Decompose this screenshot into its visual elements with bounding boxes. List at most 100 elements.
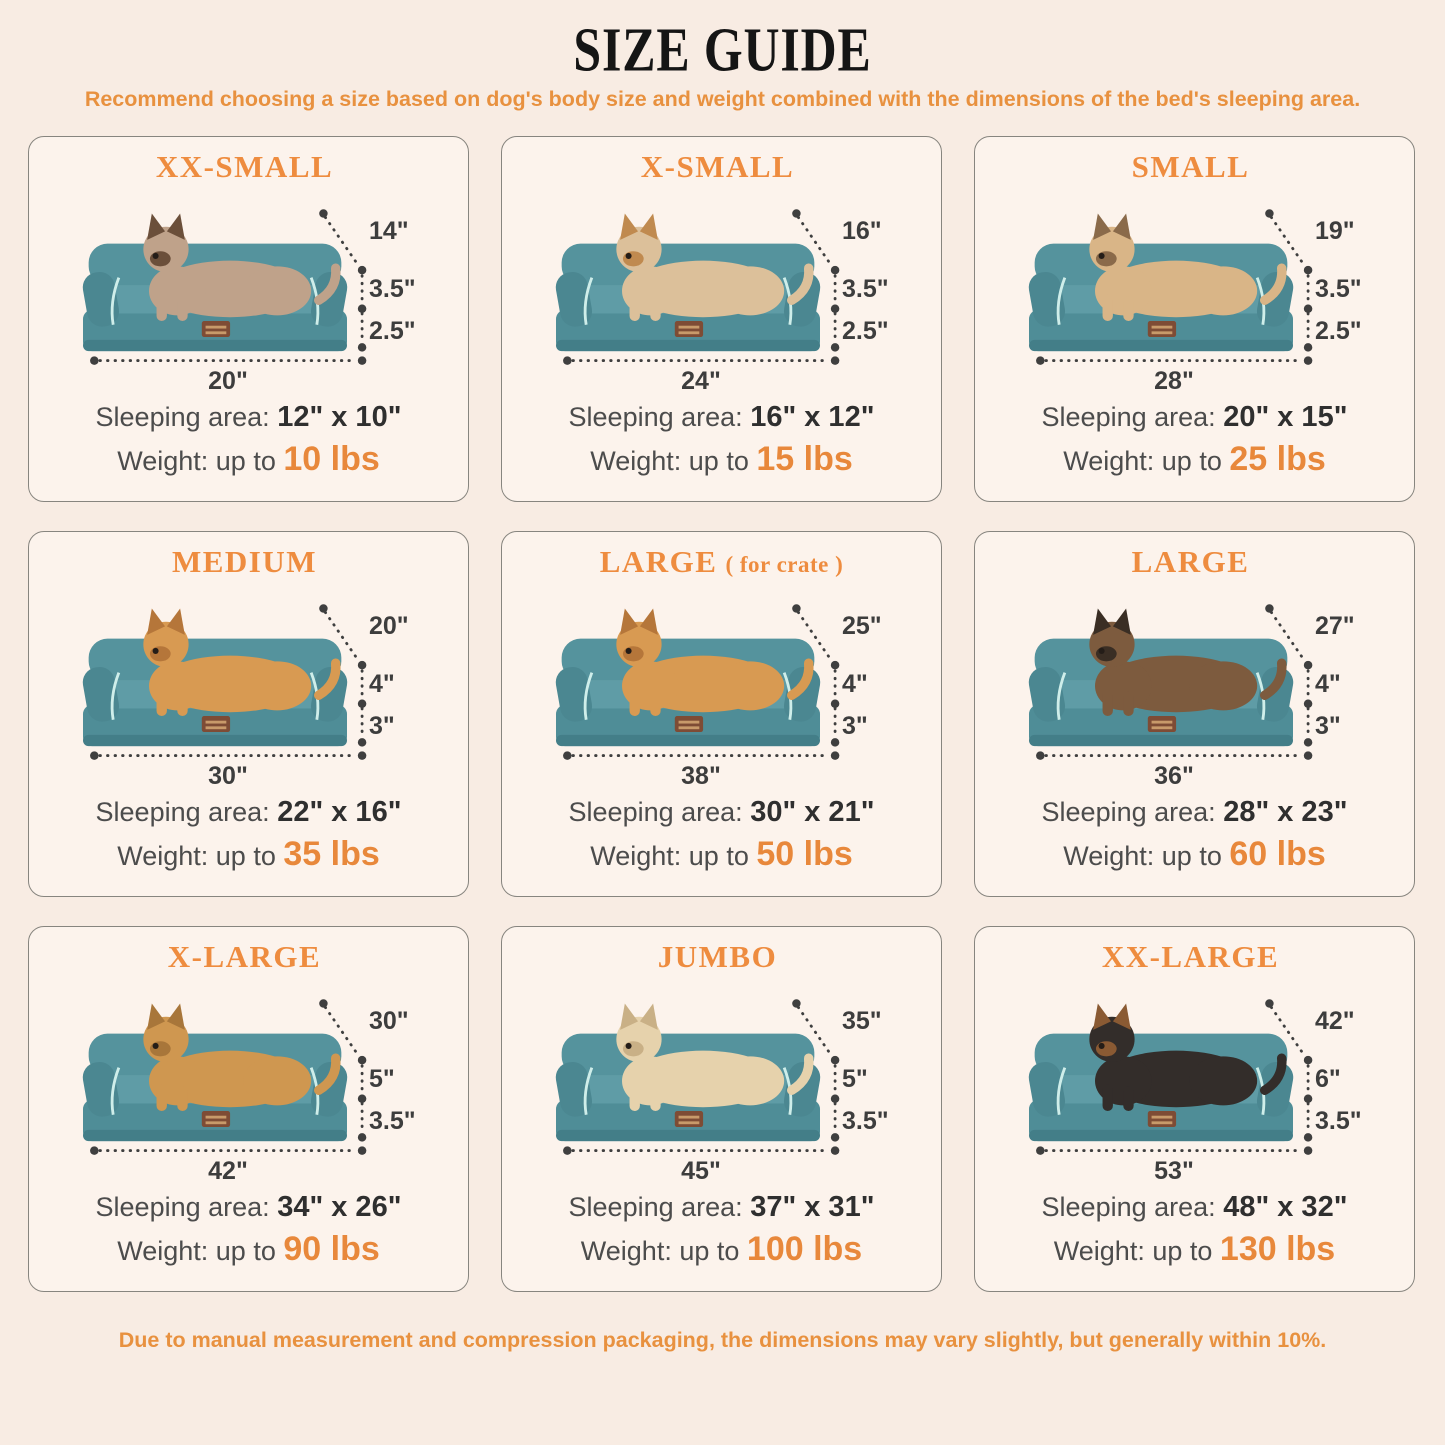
size-card-x-large: X-LARGE 30" 5" 3.5" 42" Sleeping area: 3… [28, 926, 469, 1292]
weight-label: Weight: up to [590, 446, 749, 476]
card-title-text: X-LARGE [167, 939, 322, 974]
sleeping-area-value: 30" x 21" [750, 796, 875, 828]
weight-line: Weight: up to 100 lbs [512, 1230, 931, 1269]
card-title-text: JUMBO [657, 939, 778, 974]
bed-dimension-diagram: 19" 3.5" 2.5" 28" [985, 187, 1404, 399]
dim-length-label: 35" [842, 1007, 882, 1035]
weight-label: Weight: up to [117, 446, 276, 476]
card-title-text: X-SMALL [640, 149, 795, 184]
dim-base-height-label: 2.5" [369, 317, 416, 345]
page-subtitle: Recommend choosing a size based on dog's… [84, 87, 1361, 111]
size-card-large-for-crate: LARGE ( for crate ) 25" 4" 3" 38" Sleepin… [501, 531, 942, 897]
sleeping-area-value: 12" x 10" [277, 401, 402, 433]
sleeping-area-value: 20" x 15" [1223, 401, 1348, 433]
size-card-jumbo: JUMBO 35" 5" 3.5" 45" Sleeping area: 37"… [501, 926, 942, 1292]
bed-illustration-labrador [518, 979, 858, 1177]
dim-base-height-label: 3.5" [842, 1107, 889, 1135]
sleeping-area-label: Sleeping area: [568, 1192, 743, 1222]
weight-label: Weight: up to [1053, 1236, 1213, 1266]
dim-length-label: 16" [842, 217, 882, 245]
weight-label: Weight: up to [117, 1236, 276, 1266]
dim-base-height-label: 3" [369, 712, 395, 740]
sleeping-area-label: Sleeping area: [1041, 797, 1216, 827]
card-title-text: LARGE [599, 544, 718, 579]
footer-note: Due to manual measurement and compressio… [118, 1328, 1327, 1352]
dim-width-label: 24" [681, 367, 721, 395]
weight-line: Weight: up to 60 lbs [985, 835, 1404, 874]
card-title: MEDIUM [39, 544, 458, 580]
weight-line: Weight: up to 130 lbs [985, 1230, 1404, 1269]
dim-length-label: 20" [369, 612, 409, 640]
card-title-text: MEDIUM [171, 544, 318, 579]
bed-dimension-diagram: 16" 3.5" 2.5" 24" [512, 187, 931, 399]
sleeping-area-line: Sleeping area: 34" x 26" [39, 1191, 458, 1224]
dim-length-label: 30" [369, 1007, 409, 1035]
dim-length-label: 19" [1315, 217, 1355, 245]
bed-dimension-diagram: 27" 4" 3" 36" [985, 582, 1404, 794]
sleeping-area-label: Sleeping area: [1041, 1192, 1216, 1222]
sleeping-area-line: Sleeping area: 12" x 10" [39, 401, 458, 434]
size-card-grid: XX-SMALL 14" 3.5" 2.5" 20" Sleeping area… [0, 112, 1445, 1292]
card-title: LARGE ( for crate ) [512, 544, 931, 580]
dim-bolster-height-label: 3.5" [369, 275, 416, 303]
bed-dimension-diagram: 42" 6" 3.5" 53" [985, 977, 1404, 1189]
sleeping-area-value: 28" x 23" [1223, 796, 1348, 828]
weight-label: Weight: up to [590, 841, 749, 871]
weight-line: Weight: up to 90 lbs [39, 1230, 458, 1269]
weight-line: Weight: up to 10 lbs [39, 440, 458, 479]
bed-illustration-shiba-inu [518, 584, 858, 782]
dim-bolster-height-label: 3.5" [842, 275, 889, 303]
dim-base-height-label: 3" [1315, 712, 1341, 740]
sleeping-area-value: 37" x 31" [750, 1191, 875, 1223]
sleeping-area-value: 16" x 12" [750, 401, 875, 433]
dim-width-label: 28" [1154, 367, 1194, 395]
weight-value: 90 lbs [283, 1230, 380, 1268]
bed-illustration-border-collie [991, 584, 1331, 782]
sleeping-area-line: Sleeping area: 30" x 21" [512, 796, 931, 829]
sleeping-area-label: Sleeping area: [568, 402, 743, 432]
bed-dimension-diagram: 35" 5" 3.5" 45" [512, 977, 931, 1189]
bed-dimension-diagram: 25" 4" 3" 38" [512, 582, 931, 794]
dim-width-label: 38" [681, 762, 721, 790]
card-title-text: XX-SMALL [155, 149, 334, 184]
bed-dimension-diagram: 20" 4" 3" 30" [39, 582, 458, 794]
dim-length-label: 42" [1315, 1007, 1355, 1035]
weight-line: Weight: up to 25 lbs [985, 440, 1404, 479]
card-title-text: XX-LARGE [1101, 939, 1280, 974]
weight-label: Weight: up to [1063, 841, 1222, 871]
sleeping-area-line: Sleeping area: 20" x 15" [985, 401, 1404, 434]
sleeping-area-label: Sleeping area: [568, 797, 743, 827]
weight-value: 15 lbs [756, 440, 853, 478]
weight-line: Weight: up to 35 lbs [39, 835, 458, 874]
page-title: SIZE GUIDE [573, 14, 872, 85]
dim-base-height-label: 3" [842, 712, 868, 740]
sleeping-area-line: Sleeping area: 22" x 16" [39, 796, 458, 829]
bed-illustration-french-bulldog [991, 189, 1331, 387]
sleeping-area-value: 34" x 26" [277, 1191, 402, 1223]
weight-label: Weight: up to [580, 1236, 740, 1266]
card-title-text: LARGE [1131, 544, 1250, 579]
bed-illustration-golden-retriever [45, 979, 385, 1177]
dim-width-label: 45" [681, 1157, 721, 1185]
card-title: JUMBO [512, 939, 931, 975]
sleeping-area-line: Sleeping area: 48" x 32" [985, 1191, 1404, 1224]
card-title-suffix: ( for crate ) [725, 552, 844, 577]
weight-value: 50 lbs [756, 835, 853, 873]
dim-base-height-label: 2.5" [1315, 317, 1362, 345]
sleeping-area-line: Sleeping area: 37" x 31" [512, 1191, 931, 1224]
weight-line: Weight: up to 50 lbs [512, 835, 931, 874]
dim-width-label: 53" [1154, 1157, 1194, 1185]
bed-illustration-cat [45, 189, 385, 387]
weight-label: Weight: up to [1063, 446, 1222, 476]
bed-dimension-diagram: 30" 5" 3.5" 42" [39, 977, 458, 1189]
sleeping-area-label: Sleeping area: [95, 797, 270, 827]
dim-width-label: 36" [1154, 762, 1194, 790]
dim-length-label: 14" [369, 217, 409, 245]
size-card-x-small: X-SMALL 16" 3.5" 2.5" 24" Sleeping area:… [501, 136, 942, 502]
card-title: LARGE [985, 544, 1404, 580]
sleeping-area-value: 48" x 32" [1223, 1191, 1348, 1223]
weight-value: 100 lbs [746, 1230, 863, 1268]
dim-base-height-label: 3.5" [369, 1107, 416, 1135]
card-title: XX-LARGE [985, 939, 1404, 975]
